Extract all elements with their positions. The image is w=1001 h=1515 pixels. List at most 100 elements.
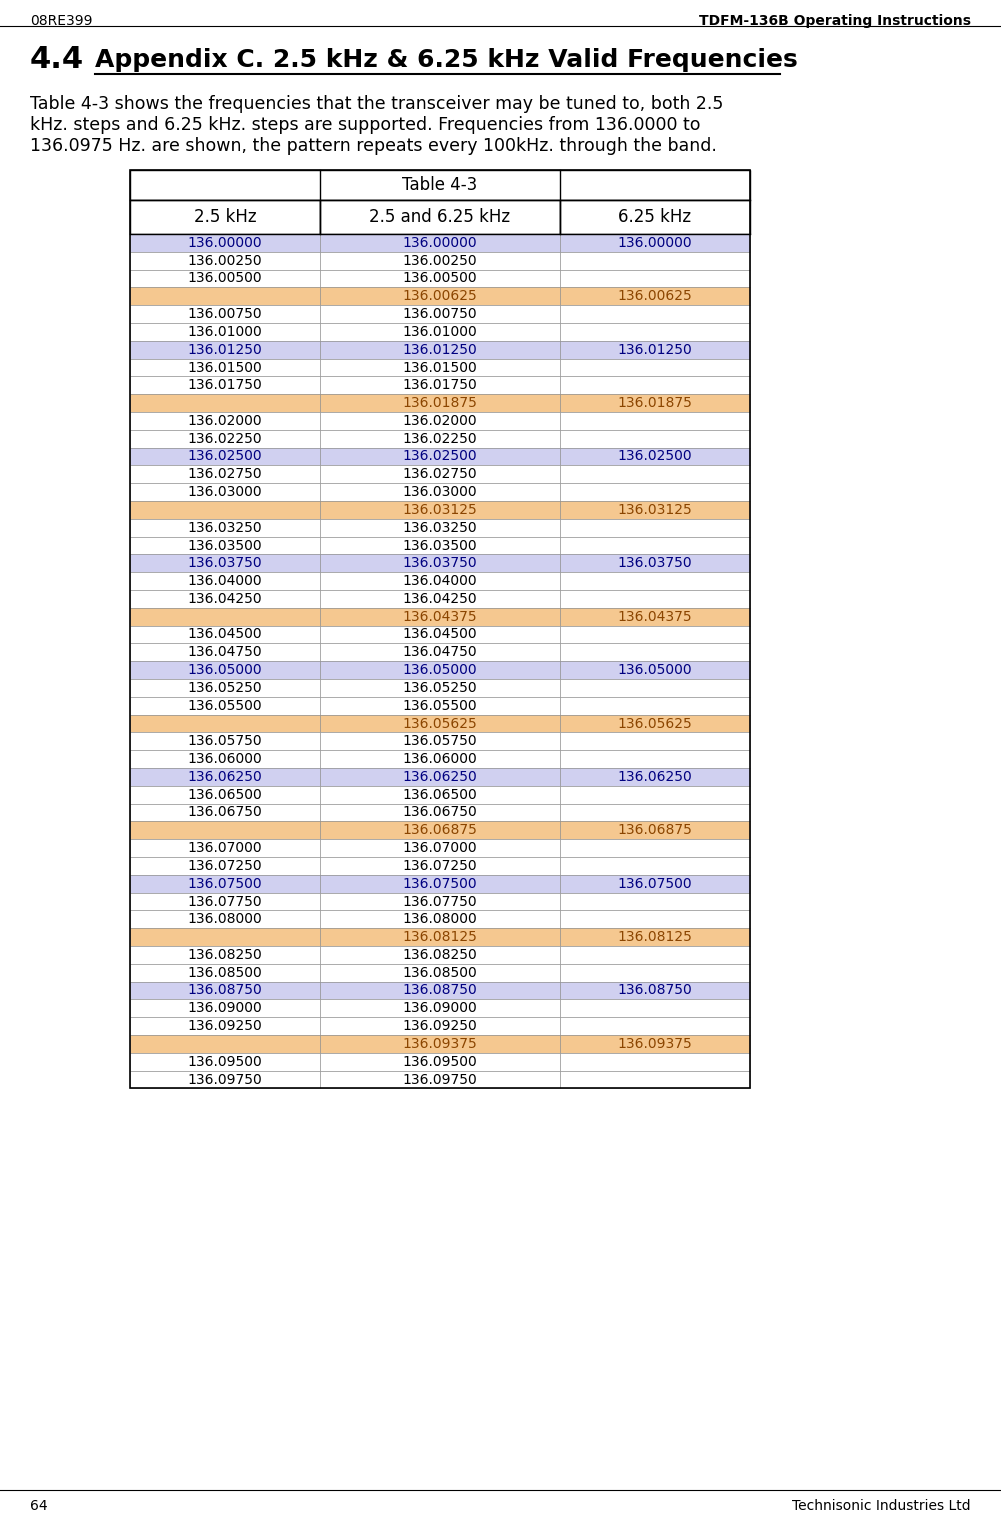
Bar bbox=[320, 626, 560, 644]
Bar bbox=[320, 288, 560, 305]
Text: 136.01750: 136.01750 bbox=[187, 379, 262, 392]
Text: 136.04375: 136.04375 bbox=[618, 609, 693, 624]
Text: 136.06250: 136.06250 bbox=[402, 770, 477, 783]
Bar bbox=[320, 786, 560, 803]
Bar bbox=[560, 661, 750, 679]
Text: 136.06875: 136.06875 bbox=[618, 823, 693, 838]
Bar bbox=[560, 644, 750, 661]
Bar bbox=[560, 447, 750, 465]
Text: 136.09250: 136.09250 bbox=[402, 1020, 477, 1033]
Bar bbox=[560, 1000, 750, 1017]
Bar bbox=[320, 911, 560, 929]
Text: 136.07000: 136.07000 bbox=[402, 841, 477, 854]
Bar bbox=[130, 732, 320, 750]
Bar bbox=[560, 1035, 750, 1053]
Text: 136.09250: 136.09250 bbox=[187, 1020, 262, 1033]
Text: 136.07500: 136.07500 bbox=[618, 877, 693, 891]
Bar bbox=[320, 589, 560, 608]
Text: 136.05500: 136.05500 bbox=[402, 698, 477, 712]
Bar bbox=[130, 341, 320, 359]
Text: 136.06250: 136.06250 bbox=[618, 770, 693, 783]
Text: 136.04500: 136.04500 bbox=[188, 627, 262, 641]
Bar bbox=[560, 270, 750, 288]
Text: 136.02500: 136.02500 bbox=[188, 450, 262, 464]
Bar bbox=[130, 394, 320, 412]
Bar bbox=[320, 341, 560, 359]
Text: 136.05750: 136.05750 bbox=[402, 735, 477, 748]
Bar bbox=[320, 1000, 560, 1017]
Bar bbox=[130, 573, 320, 589]
Text: 136.08000: 136.08000 bbox=[187, 912, 262, 926]
Bar bbox=[320, 982, 560, 1000]
Bar bbox=[560, 288, 750, 305]
Bar bbox=[560, 821, 750, 839]
Bar bbox=[320, 803, 560, 821]
Text: 136.09750: 136.09750 bbox=[402, 1073, 477, 1086]
Text: 136.06750: 136.06750 bbox=[402, 806, 477, 820]
Bar bbox=[560, 626, 750, 644]
Bar bbox=[560, 945, 750, 964]
Text: 136.08250: 136.08250 bbox=[402, 948, 477, 962]
Bar bbox=[560, 929, 750, 945]
Bar bbox=[560, 1071, 750, 1088]
Text: 6.25 kHz: 6.25 kHz bbox=[619, 208, 692, 226]
Bar bbox=[130, 715, 320, 732]
Bar bbox=[560, 911, 750, 929]
Bar bbox=[130, 1000, 320, 1017]
Text: 136.02000: 136.02000 bbox=[402, 414, 477, 427]
Bar bbox=[560, 679, 750, 697]
Text: 2.5 kHz: 2.5 kHz bbox=[193, 208, 256, 226]
Bar bbox=[560, 200, 750, 233]
Bar bbox=[560, 233, 750, 251]
Bar bbox=[130, 170, 750, 200]
Text: Appendix C. 2.5 kHz & 6.25 kHz Valid Frequencies: Appendix C. 2.5 kHz & 6.25 kHz Valid Fre… bbox=[95, 48, 798, 73]
Bar bbox=[320, 518, 560, 536]
Text: 136.00000: 136.00000 bbox=[618, 236, 693, 250]
Bar bbox=[320, 573, 560, 589]
Text: 2.5 and 6.25 kHz: 2.5 and 6.25 kHz bbox=[369, 208, 511, 226]
Text: 136.03125: 136.03125 bbox=[402, 503, 477, 517]
Bar bbox=[130, 964, 320, 982]
Bar bbox=[320, 501, 560, 518]
Bar bbox=[130, 501, 320, 518]
Text: 136.06000: 136.06000 bbox=[402, 751, 477, 767]
Bar bbox=[320, 447, 560, 465]
Text: 136.04000: 136.04000 bbox=[402, 574, 477, 588]
Bar bbox=[560, 803, 750, 821]
Text: 136.00000: 136.00000 bbox=[402, 236, 477, 250]
Text: 136.04000: 136.04000 bbox=[188, 574, 262, 588]
Bar bbox=[320, 412, 560, 430]
Bar bbox=[320, 892, 560, 911]
Bar bbox=[320, 821, 560, 839]
Bar bbox=[130, 483, 320, 501]
Text: 136.00250: 136.00250 bbox=[402, 253, 477, 268]
Bar bbox=[320, 1053, 560, 1071]
Bar bbox=[560, 750, 750, 768]
Bar bbox=[130, 359, 320, 376]
Bar bbox=[560, 768, 750, 786]
Bar bbox=[560, 892, 750, 911]
Bar bbox=[560, 251, 750, 270]
Text: 136.08750: 136.08750 bbox=[618, 983, 693, 997]
Text: 136.07750: 136.07750 bbox=[188, 894, 262, 909]
Text: 136.00750: 136.00750 bbox=[402, 308, 477, 321]
Bar bbox=[320, 233, 560, 251]
Bar bbox=[130, 644, 320, 661]
Bar bbox=[130, 803, 320, 821]
Text: 136.07750: 136.07750 bbox=[402, 894, 477, 909]
Bar bbox=[320, 874, 560, 892]
Text: 136.03250: 136.03250 bbox=[402, 521, 477, 535]
Text: 136.03000: 136.03000 bbox=[188, 485, 262, 498]
Bar bbox=[320, 483, 560, 501]
Text: 136.05750: 136.05750 bbox=[188, 735, 262, 748]
Bar bbox=[130, 768, 320, 786]
Bar bbox=[130, 750, 320, 768]
Text: 136.03500: 136.03500 bbox=[402, 538, 477, 553]
Bar bbox=[130, 1017, 320, 1035]
Text: 136.05000: 136.05000 bbox=[618, 664, 693, 677]
Bar bbox=[560, 483, 750, 501]
Text: 64: 64 bbox=[30, 1498, 48, 1513]
Bar bbox=[130, 536, 320, 554]
Bar bbox=[320, 857, 560, 874]
Text: 136.02250: 136.02250 bbox=[188, 432, 262, 445]
